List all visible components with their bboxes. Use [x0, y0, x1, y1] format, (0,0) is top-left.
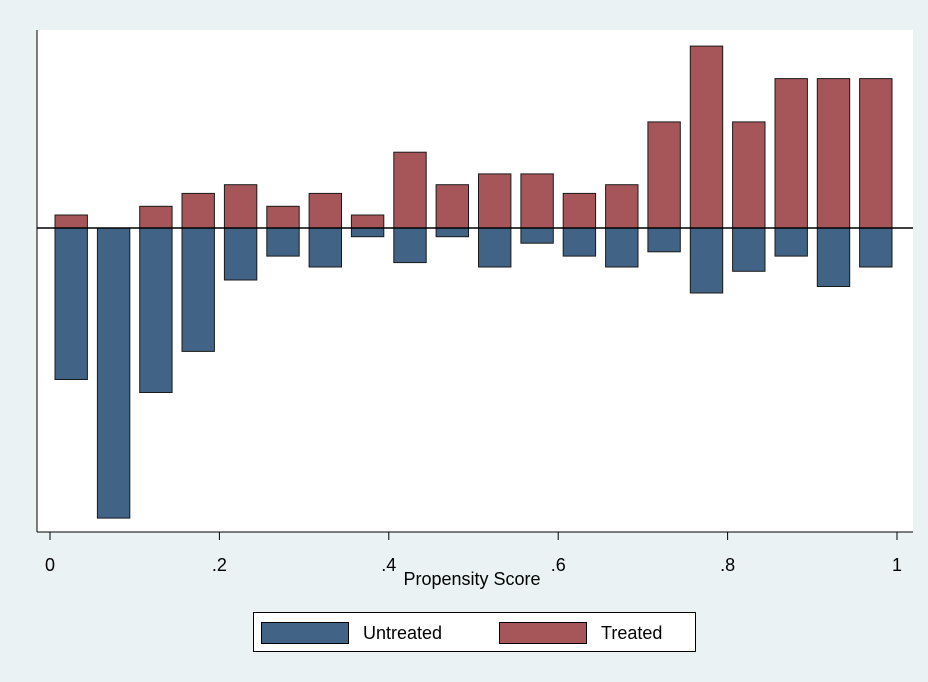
treated-bar-0	[54, 214, 88, 229]
x-tick-label-4: .8	[720, 555, 735, 575]
treated-bar-11	[520, 173, 554, 229]
treated-bar-8	[393, 151, 427, 229]
treated-bar-14	[647, 121, 681, 229]
untreated-bar-6	[308, 227, 343, 268]
untreated-bar-0	[54, 227, 88, 380]
untreated-bar-7	[350, 227, 385, 238]
treated-bar-5	[266, 205, 300, 229]
treated-bar-6	[308, 192, 343, 229]
treated-bar-12	[562, 192, 597, 229]
legend-label-treated: Treated	[601, 622, 663, 643]
treated-bar-10	[478, 173, 512, 229]
treated-bar-17	[774, 78, 808, 229]
x-tick-label-2: .4	[381, 555, 396, 575]
untreated-bar-19	[859, 227, 893, 268]
treated-bar-16	[732, 121, 766, 229]
legend-label-untreated: Untreated	[363, 622, 443, 643]
untreated-bar-17	[774, 227, 808, 257]
untreated-bar-3	[181, 227, 215, 352]
legend-swatch-untreated	[261, 622, 349, 644]
x-tick-label-0: 0	[45, 555, 55, 575]
untreated-bar-11	[520, 227, 554, 244]
treated-bar-3	[181, 192, 215, 229]
legend-item-untreated: Untreated	[261, 620, 442, 646]
untreated-bar-10	[478, 227, 512, 268]
x-tick-label-3: .6	[551, 555, 566, 575]
treated-bar-2	[139, 205, 173, 229]
untreated-bar-8	[393, 227, 427, 264]
untreated-bar-14	[647, 227, 681, 253]
untreated-bar-1	[96, 227, 131, 519]
untreated-bar-9	[435, 227, 470, 238]
treated-bar-19	[859, 78, 893, 229]
x-tick-label-5: 1	[892, 555, 902, 575]
x-axis-label: Propensity Score	[403, 569, 541, 589]
treated-bar-13	[605, 184, 639, 229]
untreated-bar-5	[266, 227, 300, 257]
untreated-bar-2	[139, 227, 173, 393]
treated-bar-9	[435, 184, 470, 229]
treated-bar-4	[223, 184, 258, 229]
legend-swatch-treated	[499, 622, 587, 644]
treated-bar-18	[816, 78, 851, 229]
legend-item-treated: Treated	[499, 620, 662, 646]
x-tick-label-1: .2	[212, 555, 227, 575]
treated-bar-15	[689, 45, 724, 229]
treated-bar-7	[350, 214, 385, 229]
untreated-bar-4	[223, 227, 258, 281]
untreated-bar-18	[816, 227, 851, 287]
untreated-bar-13	[605, 227, 639, 268]
untreated-bar-15	[689, 227, 724, 294]
legend: Untreated Treated	[253, 612, 696, 652]
untreated-bar-16	[732, 227, 766, 272]
untreated-bar-12	[562, 227, 597, 257]
